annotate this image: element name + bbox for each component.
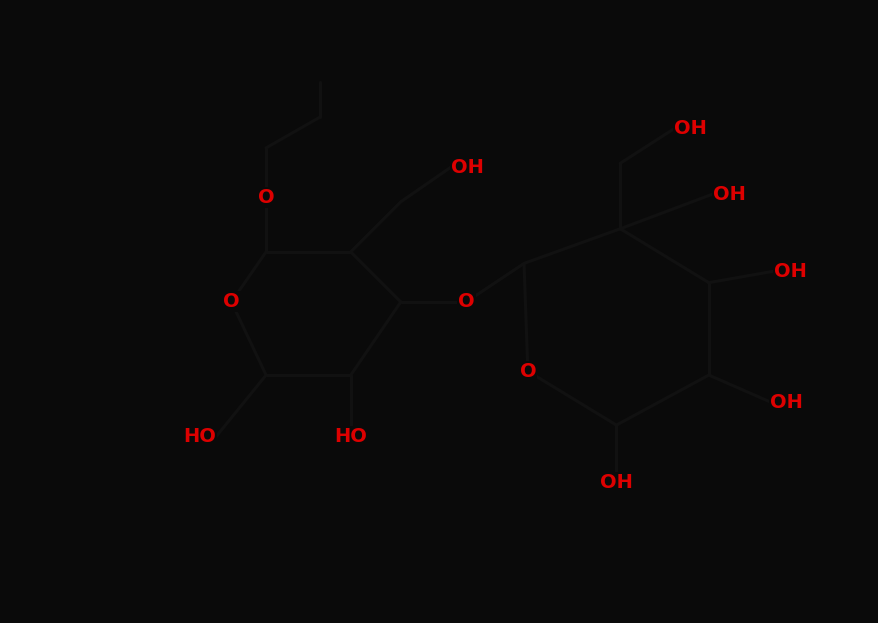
Text: O: O [457,292,474,312]
Text: OH: OH [600,473,632,492]
Text: O: O [519,362,536,381]
Text: O: O [223,292,240,312]
Text: OH: OH [450,158,483,177]
Text: OH: OH [774,262,806,280]
Text: HO: HO [183,427,216,446]
Text: HO: HO [334,427,367,446]
Text: OH: OH [712,184,745,204]
Text: OH: OH [769,392,802,412]
Text: O: O [257,189,274,207]
Text: OH: OH [673,119,706,138]
